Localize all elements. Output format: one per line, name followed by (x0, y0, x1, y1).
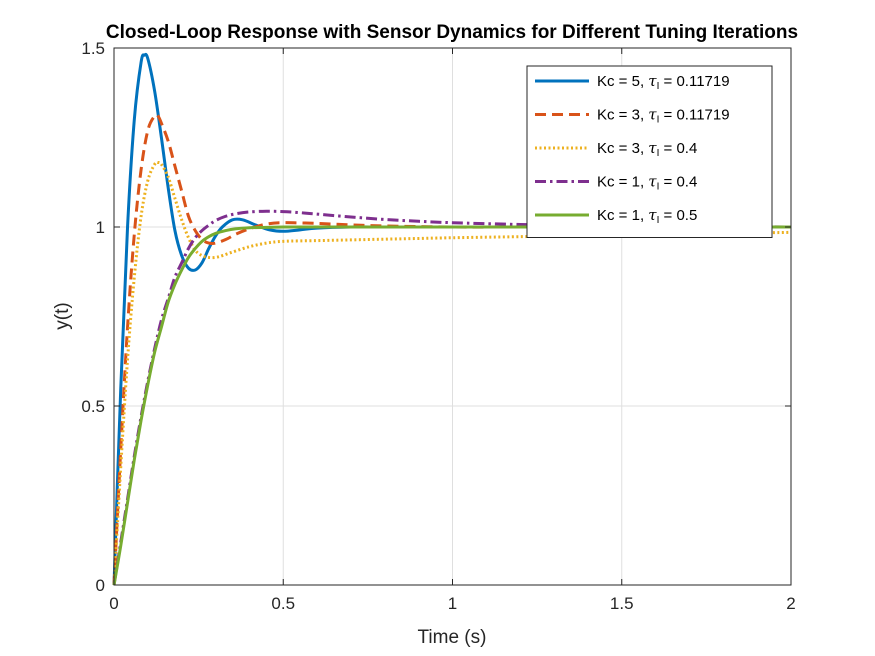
x-tick-label: 0 (109, 594, 118, 613)
legend-label-2: Kc = 3, τI = 0.11719 (597, 106, 730, 126)
y-tick-label: 0.5 (81, 397, 105, 416)
x-tick-label: 1.5 (610, 594, 634, 613)
legend-label-1: Kc = 5, τI = 0.11719 (597, 72, 730, 92)
y-tick-label: 1 (96, 218, 105, 237)
legend: Kc = 5, τI = 0.11719 Kc = 3, τI = 0.11719… (526, 65, 773, 238)
series-line-2 (112, 113, 791, 586)
y-tick-label: 1.5 (81, 39, 105, 58)
legend-label-4: Kc = 1, τI = 0.4 (597, 173, 697, 193)
series-layer (112, 52, 792, 586)
y-tick-label: 0 (96, 576, 105, 595)
x-axis-label: Time (s) (418, 627, 487, 648)
series-line-4 (112, 209, 792, 586)
series-line-3 (112, 160, 792, 586)
legend-box (526, 65, 773, 238)
series-line-5 (112, 225, 791, 586)
ticks: 0 0.5 1 1.5 2 0 0.5 1 1.5 (81, 39, 795, 613)
x-tick-label: 0.5 (271, 594, 295, 613)
x-tick-label: 1 (448, 594, 457, 613)
legend-label-3: Kc = 3, τI = 0.4 (597, 139, 697, 159)
y-axis-label: y(t) (52, 302, 73, 329)
chart-title: Closed-Loop Response with Sensor Dynamic… (106, 22, 798, 43)
x-tick-label: 2 (786, 594, 795, 613)
legend-label-5: Kc = 1, τI = 0.5 (597, 206, 697, 226)
